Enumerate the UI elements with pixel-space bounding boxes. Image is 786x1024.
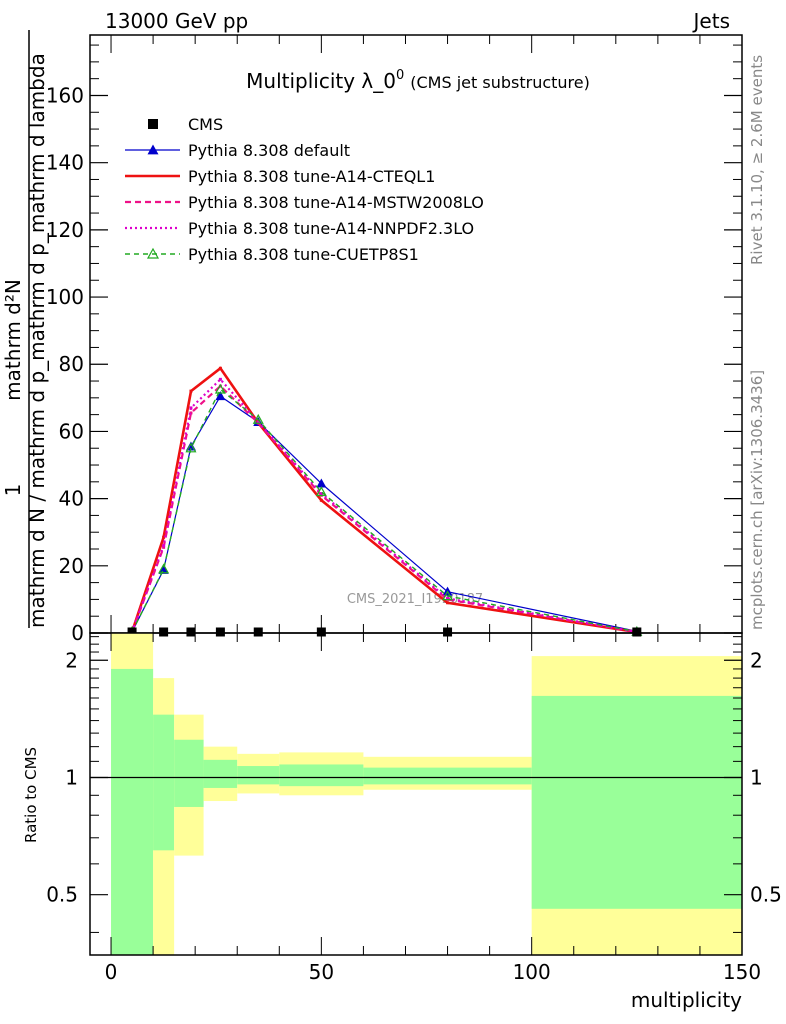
ratio-y-tick-label: 1 [65,765,78,789]
process-label: Jets [692,9,730,33]
series-line [131,388,637,633]
y-tick-label: 80 [59,352,84,376]
ratio-band-green [174,739,204,807]
y-tick-label: 100 [46,285,84,309]
ratio-bands [90,633,742,955]
y-tick-label: 20 [59,554,84,578]
main-ticks: 0 20 40 60 80 100 120 140 160 [46,35,743,645]
series-marker [162,535,166,539]
series-marker [185,442,197,453]
series-marker [158,563,170,574]
ratio-band-green [279,764,364,787]
series-marker [189,389,193,393]
data-point [443,627,453,637]
ratio-panel: 0.5 0.5 1 1 2 2 0 50 100 150 Ratio to CMS multipl… [22,632,782,1012]
series-marker [316,478,327,488]
series-marker [256,420,260,424]
series-marker [215,391,226,401]
series-marker [189,411,193,415]
legend-label: Pythia 8.308 default [188,141,350,160]
ratio-y-tick-label: 2 [65,648,78,672]
x-tick-label: 100 [513,960,551,984]
ratio-y-axis-label: Ratio to CMS [22,747,40,843]
series-marker [189,406,193,410]
series-marker [446,596,450,600]
data-point [253,627,263,637]
series-marker [252,413,264,424]
ratio-y-tick-label-right: 2 [750,648,763,672]
data-point [632,627,642,637]
series-marker [315,486,327,497]
ratio-band-green [111,668,154,955]
series-line [131,384,637,634]
ratio-band-green [531,695,742,909]
ratio-band-green [153,714,175,851]
rivet-info-label: Rivet 3.1.10, ≥ 2.6M events [748,55,766,265]
series-marker [446,601,450,605]
ratio-y-tick-label: 0.5 [46,883,78,907]
series-marker [319,492,323,496]
y-tick-label: 60 [59,419,84,443]
legend-marker [147,144,159,155]
y-tick-label: 120 [46,218,84,242]
legend-label: CMS [188,115,223,134]
ratio-band-green [363,767,532,785]
series-marker [218,377,222,381]
legend-swatch [148,119,158,129]
legend: CMS Pythia 8.308 default Pythia 8.308 tune… [125,115,484,264]
y-tick-label: 160 [46,83,84,107]
y-axis-label-top: mathrm d²N [1,279,25,401]
ratio-frame [89,632,743,956]
ratio-band-green [203,759,238,788]
series-marker [442,590,454,601]
legend-label: Pythia 8.308 tune-A14-CTEQL1 [188,167,435,186]
data-point [215,627,225,637]
ratio-ticks: 0.5 0.5 1 1 2 2 0 50 100 150 [46,633,782,984]
y-axis-label-num: mathrm d²N [1,279,25,401]
series-marker [214,383,226,394]
ratio-y-tick-label-right: 0.5 [750,883,782,907]
series-marker [162,544,166,548]
x-tick-label: 150 [723,960,761,984]
x-tick-label: 0 [105,960,118,984]
x-axis-label: multiplicity [631,988,742,1012]
y-axis-label-one: 1 [1,484,25,497]
main-title: Multiplicity λ_00 (CMS jet substructure) [246,68,590,93]
y-tick-label: 0 [71,621,84,645]
series-marker [218,366,222,370]
series-line [130,366,637,634]
data-point [316,627,326,637]
y-axis-label-denominator: mathrm d N / mathrm d p_mathrm d p_mathr… [25,53,49,628]
data-point [186,627,196,637]
series-marker [319,498,323,502]
y-tick-label: 140 [46,151,84,175]
main-series [126,366,643,637]
legend-marker [146,247,160,259]
x-tick-label: 50 [309,960,334,984]
mcplots-info-label: mcplots.cern.ch [arXiv:1306.3436] [748,370,766,630]
data-point [127,627,137,637]
series-marker [158,564,169,574]
ratio-band-green [237,766,280,785]
legend-label: Pythia 8.308 tune-CUETP8S1 [188,245,419,264]
y-tick-label: 40 [59,487,84,511]
legend-label: Pythia 8.308 tune-A14-MSTW2008LO [188,193,484,212]
legend-label: Pythia 8.308 tune-A14-NNPDF2.3LO [188,219,474,238]
ratio-y-tick-label-right: 1 [750,765,763,789]
series-line [131,377,637,634]
data-point [159,627,169,637]
collision-label: 13000 GeV pp [105,9,248,33]
